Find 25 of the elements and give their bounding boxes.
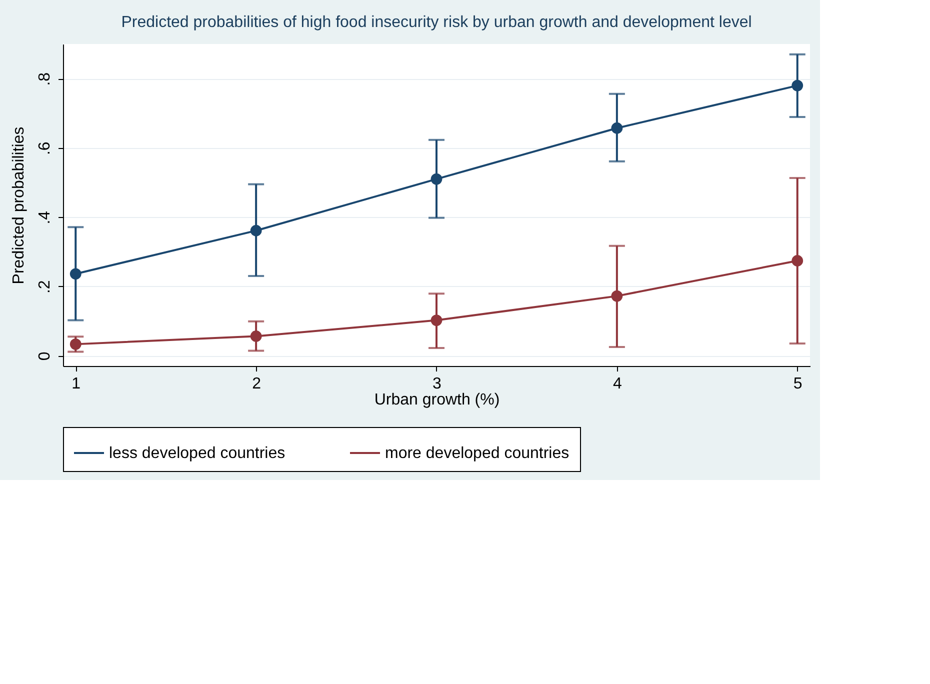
point: [611, 290, 623, 302]
y-axis-title: Predicted probabilities: [10, 126, 28, 284]
y-tick-label: 0: [36, 352, 54, 361]
point: [611, 122, 623, 134]
point: [250, 224, 262, 236]
y-tick-label: .2: [36, 280, 54, 294]
x-tick-label: 1: [72, 376, 81, 392]
point: [430, 314, 442, 326]
x-tick-label: 2: [252, 376, 262, 392]
legend-label: more developed countries: [385, 445, 570, 462]
x-axis-title: Urban growth (%): [374, 392, 500, 408]
y-tick-label: .6: [36, 142, 54, 156]
y-tick-label: .8: [36, 72, 54, 86]
y-tick-label: .4: [36, 210, 54, 224]
point: [70, 338, 82, 350]
chart-title: Predicted probabilities of high food insecurity risk by urban growth and development level: [121, 14, 752, 31]
x-tick-label: 3: [432, 376, 442, 392]
point: [70, 268, 82, 280]
point: [792, 255, 804, 266]
x-tick-label: 4: [612, 376, 622, 392]
point: [430, 173, 442, 185]
legend-label: less developed countries: [109, 445, 286, 462]
x-tick-label: 5: [793, 376, 802, 392]
point: [792, 80, 804, 92]
point: [250, 330, 262, 342]
